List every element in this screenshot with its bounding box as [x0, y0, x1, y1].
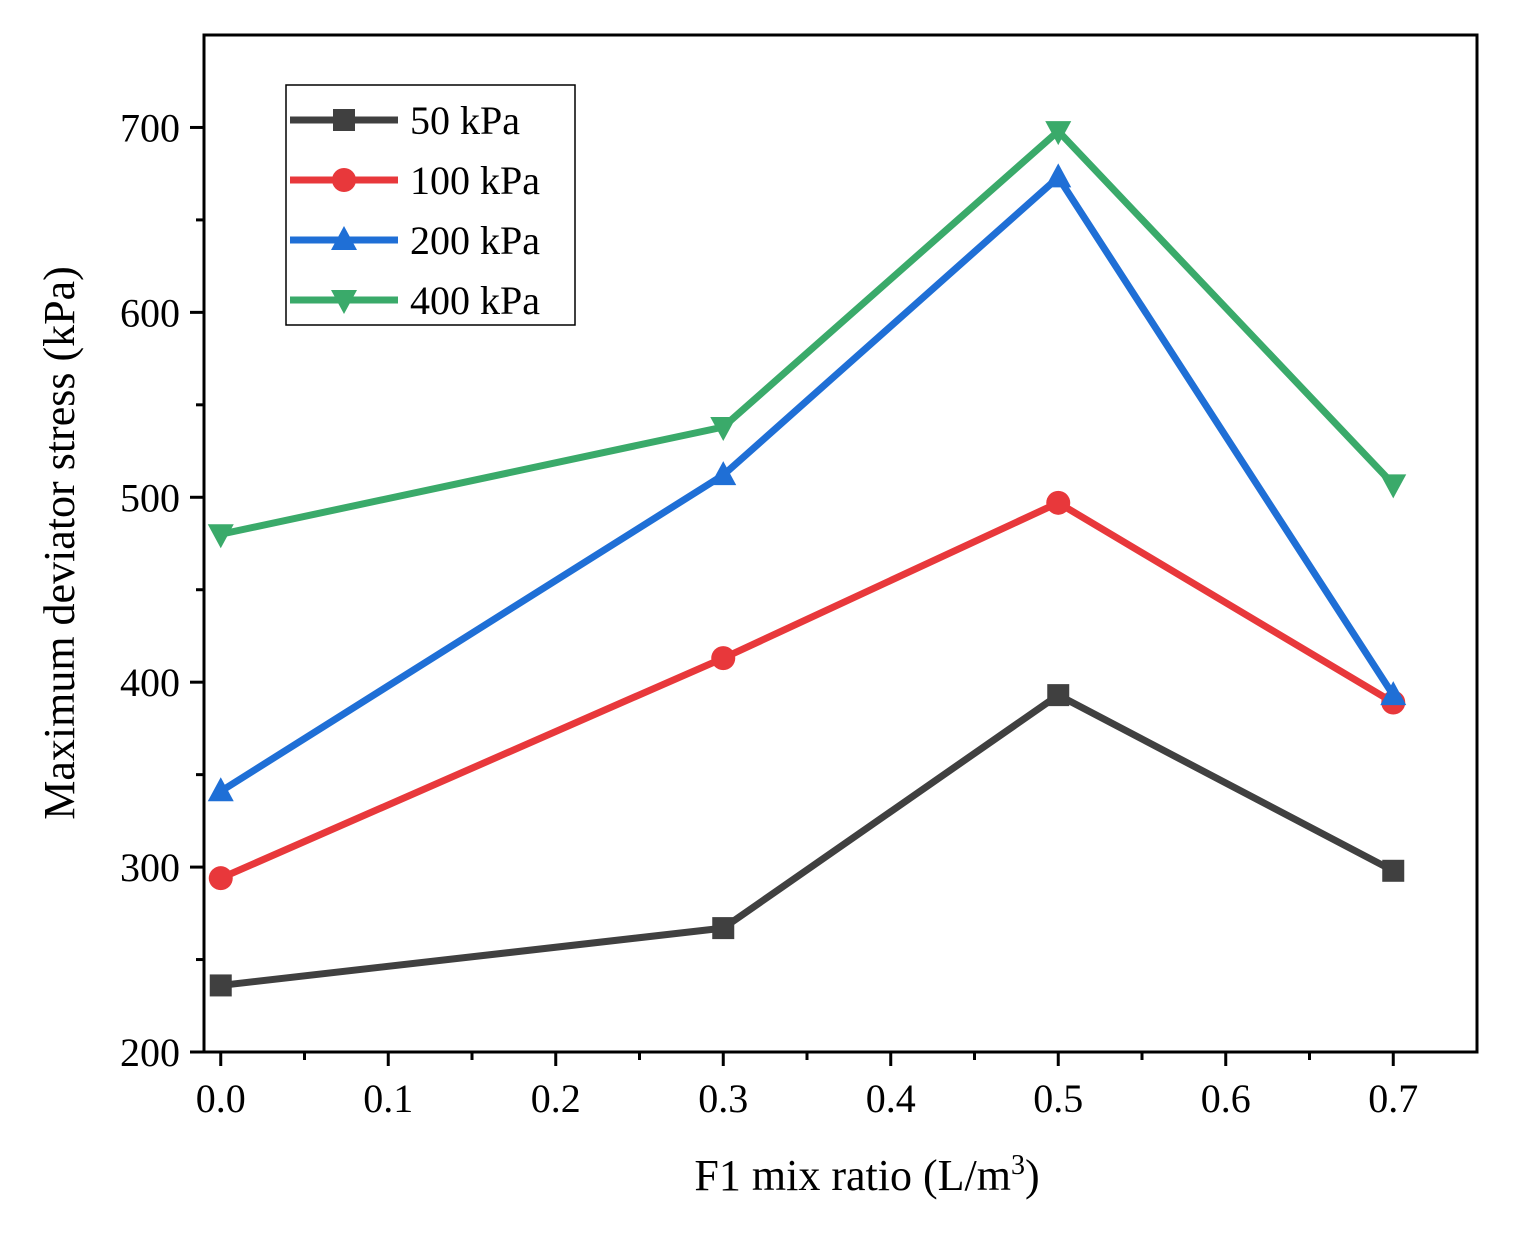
- x-tick-label: 0.6: [1201, 1076, 1251, 1121]
- legend-marker: [332, 168, 356, 192]
- data-point: [1380, 681, 1407, 706]
- series-50-kpa: [209, 684, 1405, 997]
- x-axis-title-superscript: 3: [1011, 1150, 1025, 1181]
- data-series: [207, 121, 1407, 997]
- data-point: [711, 646, 736, 671]
- series-line: [220, 126, 1396, 538]
- data-point: [1047, 684, 1070, 707]
- data-point: [207, 777, 234, 802]
- data-point: [208, 866, 233, 891]
- legend-marker: [333, 109, 355, 131]
- data-point: [1046, 490, 1071, 515]
- x-tick-label: 0.7: [1368, 1076, 1418, 1121]
- data-point: [710, 417, 737, 442]
- y-tick-label: 700: [120, 105, 180, 150]
- x-tick-label: 0.3: [698, 1076, 748, 1121]
- x-axis-title: F1 mix ratio (L/m3): [694, 1150, 1039, 1200]
- plot-area: [202, 33, 1479, 1054]
- legend-label: 100 kPa: [410, 158, 540, 203]
- x-tick-label: 0.5: [1033, 1076, 1083, 1121]
- data-point: [1380, 474, 1407, 499]
- series-line: [219, 498, 1396, 882]
- legend-marker: [331, 290, 357, 314]
- series-100-kpa: [208, 490, 1406, 891]
- data-point: [1045, 163, 1072, 188]
- series-line: [218, 172, 1397, 795]
- x-tick-label: 0.1: [363, 1076, 413, 1121]
- legend: 50 kPa 100 kPa 200 kPa 400 kPa: [285, 84, 576, 326]
- data-point: [209, 974, 232, 997]
- series-200-kpa: [207, 163, 1407, 802]
- axis-ticks: 0.0 0.1 0.2 0.3 0.4 0.5 0.6 0.7 200 300 400 500 600 7…: [120, 105, 1418, 1121]
- data-point: [207, 524, 234, 549]
- y-tick-label: 500: [120, 475, 180, 520]
- legend-label: 50 kPa: [410, 98, 520, 143]
- legend-label: 400 kPa: [410, 278, 540, 323]
- x-tick-label: 0.0: [196, 1076, 246, 1121]
- x-tick-label: 0.2: [531, 1076, 581, 1121]
- y-tick-label: 600: [120, 290, 180, 335]
- y-tick-label: 400: [120, 660, 180, 705]
- data-point: [1382, 859, 1405, 882]
- y-tick-label: 200: [120, 1030, 180, 1075]
- x-axis-title-main: F1 mix ratio (L/m: [694, 1151, 1011, 1200]
- series-line: [220, 691, 1395, 989]
- series-400-kpa: [207, 121, 1407, 549]
- data-point: [710, 461, 737, 486]
- y-axis-title: Maximum deviator stress (kPa): [35, 266, 84, 820]
- plot-frame: [202, 33, 1479, 1054]
- legend-marker: [331, 226, 357, 250]
- data-point: [712, 917, 735, 940]
- x-tick-label: 0.4: [866, 1076, 916, 1121]
- y-tick-label: 300: [120, 845, 180, 890]
- data-point: [1045, 121, 1072, 146]
- x-axis-title-suffix: ): [1025, 1151, 1040, 1200]
- legend-label: 200 kPa: [410, 218, 540, 263]
